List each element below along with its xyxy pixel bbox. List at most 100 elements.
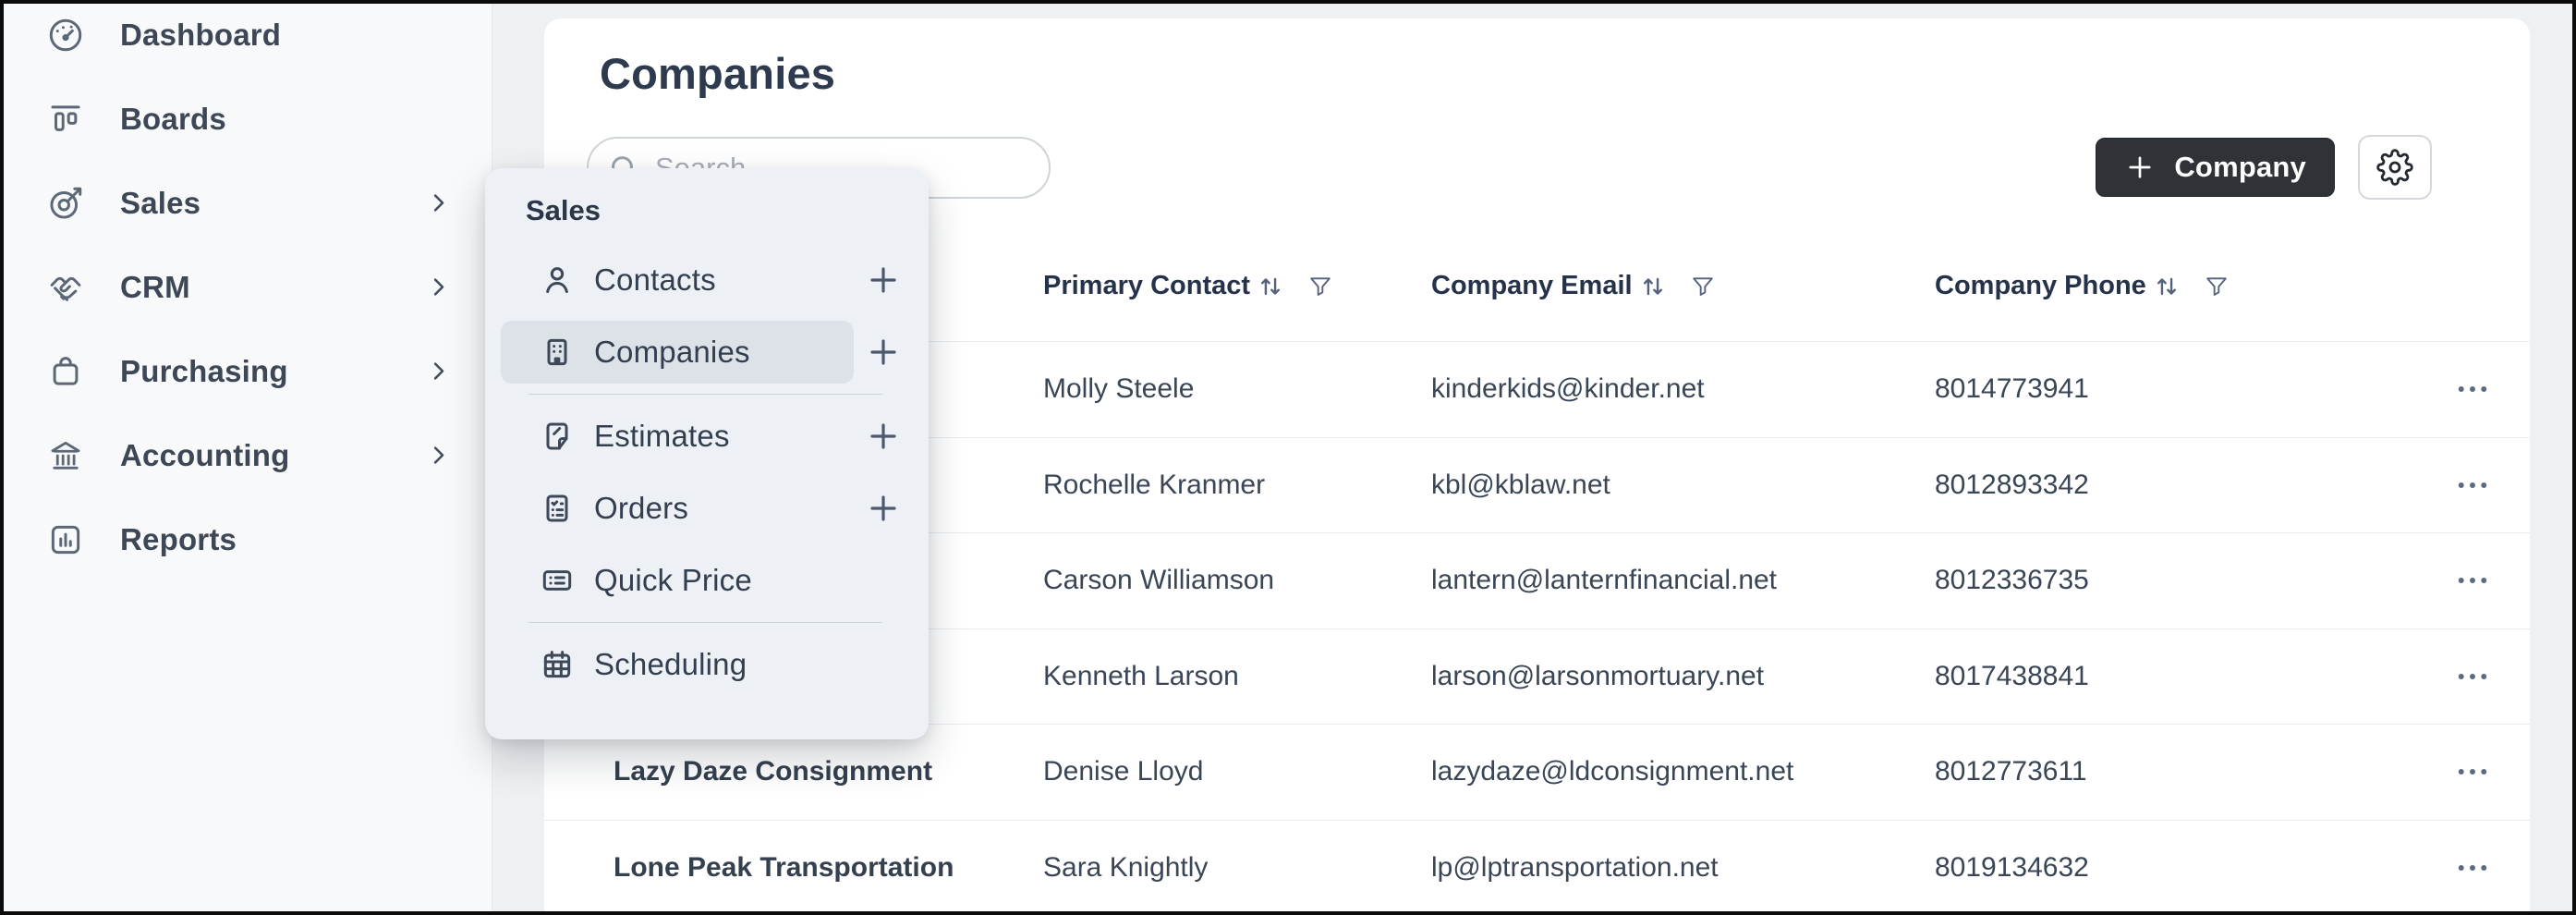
add-estimate-icon[interactable]	[865, 418, 902, 455]
table-row[interactable]: Kenneth Larson larson@larsonmortuary.net…	[544, 629, 2530, 725]
table-header-row: Primary Contact Company Email Company Ph…	[544, 231, 2530, 342]
gear-icon	[2376, 149, 2413, 186]
ellipsis-icon	[2458, 673, 2487, 679]
page-title: Companies	[600, 49, 836, 98]
row-actions-button[interactable]	[2451, 467, 2494, 504]
sidebar-item-label: Purchasing	[120, 353, 288, 388]
flyout-item-label: Scheduling	[594, 647, 747, 681]
sidebar-item-sales[interactable]: Sales	[4, 161, 492, 245]
table-row[interactable]: Lone Peak Transportation Sara Knightly l…	[544, 821, 2530, 915]
flyout-item-orders[interactable]: Orders	[501, 472, 910, 544]
primary-contact-cell: Kenneth Larson	[1043, 660, 1239, 691]
row-actions-button[interactable]	[2451, 562, 2494, 599]
primary-contact-cell: Denise Lloyd	[1043, 756, 1204, 787]
plus-icon	[2129, 156, 2151, 178]
filter-icon[interactable]	[1690, 274, 1716, 299]
sidebar-item-dashboard[interactable]: Dashboard	[4, 0, 492, 77]
row-actions-button[interactable]	[2451, 371, 2494, 408]
add-company-button[interactable]: Company	[2096, 138, 2335, 197]
flyout-divider	[529, 394, 882, 395]
boards-icon	[51, 104, 80, 131]
row-actions-button[interactable]	[2451, 658, 2494, 695]
table-row[interactable]: Molly Steele kinderkids@kinder.net 80147…	[544, 342, 2530, 438]
filter-icon[interactable]	[1307, 274, 1333, 299]
sort-icon[interactable]	[2152, 272, 2181, 301]
company-phone-cell: 8017438841	[1935, 660, 2089, 691]
flyout-title: Sales	[526, 194, 601, 226]
scheduling-calendar-icon	[543, 651, 571, 678]
column-header-label: Primary Contact	[1043, 271, 1251, 300]
sidebar-item-accounting[interactable]: Accounting	[4, 413, 492, 497]
chevron-right-icon	[433, 362, 444, 380]
ellipsis-icon	[2458, 482, 2487, 488]
table-settings-button[interactable]	[2358, 135, 2432, 200]
estimates-document-icon	[546, 422, 568, 450]
sort-icon[interactable]	[1638, 272, 1668, 301]
flyout-item-scheduling[interactable]: Scheduling	[501, 628, 910, 701]
ellipsis-icon	[2458, 578, 2487, 584]
add-company-icon[interactable]	[865, 334, 902, 371]
company-phone-cell: 8012336735	[1935, 565, 2089, 596]
sort-icon[interactable]	[1256, 272, 1285, 301]
chevron-right-icon	[433, 446, 444, 464]
sidebar-item-reports[interactable]: Reports	[4, 497, 492, 581]
flyout-item-quick-price[interactable]: Quick Price	[501, 544, 910, 616]
crm-handshake-icon	[50, 276, 81, 301]
row-actions-button[interactable]	[2451, 849, 2494, 886]
company-email-cell: lp@lptransportation.net	[1431, 851, 1719, 883]
primary-contact-cell: Carson Williamson	[1043, 565, 1275, 596]
table-row[interactable]: Carson Williamson lantern@lanternfinanci…	[544, 533, 2530, 629]
flyout-items: Contacts Companies Estimates Orders	[501, 244, 910, 701]
flyout-item-label: Companies	[594, 335, 750, 369]
flyout-item-contacts[interactable]: Contacts	[501, 244, 910, 316]
sidebar-item-label: Dashboard	[120, 17, 282, 52]
purchasing-bag-icon	[53, 356, 79, 385]
add-company-button-label: Company	[2174, 151, 2306, 183]
chevron-right-icon	[433, 278, 444, 296]
column-header-company-phone: Company Phone	[1935, 271, 2415, 301]
company-email-cell: larson@larsonmortuary.net	[1431, 660, 1765, 691]
flyout-item-main: Companies	[501, 321, 854, 384]
company-email-cell: kbl@kblaw.net	[1431, 469, 1610, 500]
company-email-cell: kinderkids@kinder.net	[1431, 373, 1705, 405]
company-phone-cell: 8019134632	[1935, 851, 2089, 883]
sales-flyout-menu: Sales Contacts Companies Estimates	[485, 168, 929, 739]
accounting-bank-icon	[51, 441, 80, 470]
flyout-item-label: Orders	[594, 491, 689, 525]
add-contact-icon[interactable]	[865, 262, 902, 299]
companies-table: Primary Contact Company Email Company Ph…	[544, 231, 2530, 915]
chevron-right-icon	[433, 194, 444, 212]
header-actions: Company	[2096, 135, 2530, 200]
sidebar-item-label: CRM	[120, 269, 190, 304]
flyout-item-label: Quick Price	[594, 563, 752, 597]
quick-price-card-icon	[542, 570, 572, 591]
primary-contact-cell: Sara Knightly	[1043, 851, 1209, 883]
companies-card: Companies Company Primary Contact	[544, 18, 2530, 911]
table-row[interactable]: Rochelle Kranmer kbl@kblaw.net 801289334…	[544, 438, 2530, 533]
orders-clipboard-icon	[546, 494, 568, 522]
sidebar-item-crm[interactable]: CRM	[4, 245, 492, 329]
flyout-item-estimates[interactable]: Estimates	[501, 400, 910, 472]
flyout-item-main: Scheduling	[501, 633, 910, 696]
flyout-item-main: Estimates	[501, 405, 854, 468]
filter-icon[interactable]	[2204, 274, 2230, 299]
sales-icon	[50, 187, 82, 219]
sidebar-item-boards[interactable]: Boards	[4, 77, 492, 161]
flyout-item-main: Quick Price	[501, 549, 910, 612]
ellipsis-icon	[2458, 864, 2487, 871]
ellipsis-icon	[2458, 386, 2487, 393]
column-header-company-email: Company Email	[1431, 271, 1935, 301]
sidebar-item-label: Boards	[120, 101, 226, 136]
table-row[interactable]: Lazy Daze Consignment Denise Lloyd lazyd…	[544, 725, 2530, 821]
dashboard-icon	[49, 18, 82, 51]
flyout-item-companies[interactable]: Companies	[501, 316, 910, 388]
main-content-area: Companies Company Primary Contact	[496, 4, 2572, 911]
sidebar-item-purchasing[interactable]: Purchasing	[4, 329, 492, 413]
add-order-icon[interactable]	[865, 490, 902, 527]
company-phone-cell: 8012773611	[1935, 756, 2087, 787]
sidebar-nav-list: Dashboard Boards Sales CRM Purchasing Ac…	[4, 0, 492, 581]
contacts-person-icon	[546, 267, 568, 293]
flyout-item-main: Orders	[501, 477, 854, 540]
row-actions-button[interactable]	[2451, 753, 2494, 790]
company-phone-cell: 8014773941	[1935, 373, 2089, 405]
